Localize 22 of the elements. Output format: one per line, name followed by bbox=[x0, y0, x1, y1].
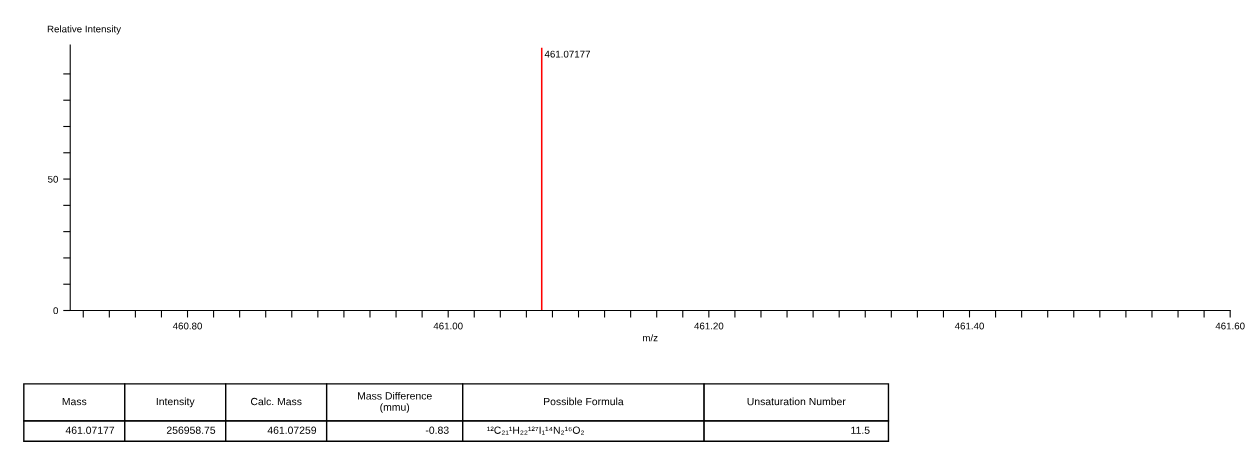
text: 461.07177 bbox=[65, 426, 115, 434]
text: Calc. Mass bbox=[250, 397, 302, 406]
text: Possible Formula bbox=[544, 397, 624, 406]
y-axis-title: Relative Intensity bbox=[47, 25, 122, 35]
y-tick-label: 50 bbox=[47, 175, 59, 183]
text: 11.5 bbox=[851, 426, 870, 434]
text: Mass bbox=[62, 397, 87, 406]
y-tick-label: 0 bbox=[53, 307, 59, 315]
text: 256958.75 bbox=[166, 426, 216, 434]
x-tick-label: 461.00 bbox=[433, 322, 463, 330]
text: -0.83 bbox=[425, 426, 449, 434]
text: 461.07259 bbox=[267, 426, 317, 434]
x-tick-label: 461.40 bbox=[954, 322, 984, 330]
annotation: 461.07177 bbox=[544, 50, 590, 58]
text: Intensity bbox=[156, 397, 195, 408]
x-tick-label: 460.80 bbox=[172, 322, 203, 330]
x-tick-label: 461.60 bbox=[1215, 322, 1245, 330]
x-axis-title: m/z bbox=[643, 334, 658, 342]
text: ¹²C₂₁¹H₂₂¹²⁷I₁¹⁴N₂¹⁶O₂ bbox=[487, 426, 584, 435]
text: Unsaturation Number bbox=[747, 397, 846, 406]
x-tick-label: 461.20 bbox=[694, 322, 724, 330]
text: Mass Difference (mmu) bbox=[358, 391, 432, 413]
